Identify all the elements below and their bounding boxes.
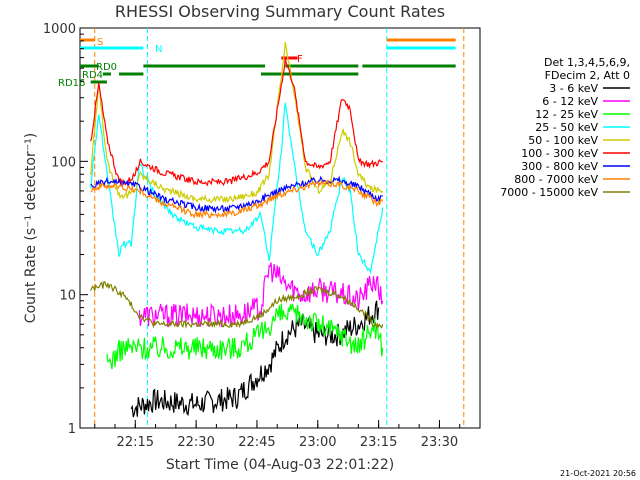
legend-header-0: Det 1,3,4,5,6,9, (544, 56, 630, 69)
y-tick-label-2: 100 (51, 155, 76, 170)
annotation-s: S (97, 37, 103, 48)
x-tick-label-1: 22:30 (177, 435, 214, 450)
series-line-8 (90, 281, 384, 330)
legend-label-8: 7000 - 15000 keV (500, 186, 598, 199)
x-axis-label: Start Time (04-Aug-03 22:01:22) (166, 457, 394, 473)
generated-timestamp: 21-Oct-2021 20:56 (560, 469, 636, 478)
series-line-0 (130, 300, 380, 418)
legend-label-0: 3 - 6 keV (549, 82, 598, 95)
y-axis-label: Count Rate (s⁻¹ detector⁻¹) (23, 133, 39, 323)
annotation-rd4: RD4 (82, 70, 103, 81)
x-ticks: 22:15 22:30 22:45 23:00 23:15 23:30 (94, 420, 481, 450)
chart-title: RHESSI Observing Summary Count Rates (115, 2, 445, 21)
series-line-4 (90, 41, 384, 204)
legend-header-1: FDecim 2, Att 0 (545, 69, 630, 82)
y-tick-label-3: 1000 (43, 22, 76, 37)
legend-label-7: 800 - 7000 keV (514, 173, 598, 186)
legend-label-6: 300 - 800 keV (521, 160, 598, 173)
series-line-7 (90, 178, 384, 219)
y-ticks: 1 10 100 1000 (43, 22, 88, 437)
series-line-5 (90, 58, 384, 187)
plot-frame (79, 27, 481, 429)
legend-label-3: 25 - 50 keV (535, 121, 598, 134)
annotation-n: N (155, 44, 162, 55)
x-tick-label-5: 23:30 (421, 435, 458, 450)
legend-label-1: 6 - 12 keV (542, 95, 598, 108)
series-line-6 (90, 175, 383, 214)
x-tick-label-0: 22:15 (117, 435, 154, 450)
legend-label-5: 100 - 300 keV (521, 147, 598, 160)
series-line-2 (106, 303, 384, 370)
y-tick-label-0: 1 (68, 422, 76, 437)
annotation-rd0: RD0 (96, 62, 117, 73)
x-tick-label-2: 22:45 (238, 435, 275, 450)
x-tick-label-4: 23:15 (360, 435, 397, 450)
y-tick-label-1: 10 (59, 289, 76, 304)
x-tick-label-3: 23:00 (299, 435, 336, 450)
annotation-f: F (297, 54, 303, 65)
legend-label-2: 12 - 25 keV (535, 108, 598, 121)
legend-label-4: 50 - 100 keV (528, 134, 598, 147)
annotation-rd16: RD16 (58, 78, 85, 89)
legend: Det 1,3,4,5,6,9,FDecim 2, Att 03 - 6 keV… (500, 56, 630, 199)
